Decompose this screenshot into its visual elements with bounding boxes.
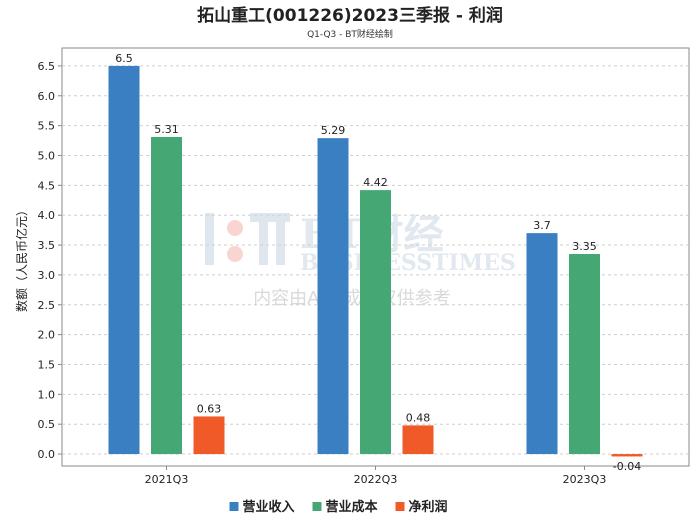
watermark-note: 内容由AI生成，仅供参考 bbox=[253, 288, 451, 309]
y-tick-label: 0.5 bbox=[38, 418, 56, 431]
x-axis-categories: 2021Q3 2022Q3 2023Q3 bbox=[145, 466, 607, 486]
bar bbox=[360, 190, 391, 455]
y-tick-label: 2.0 bbox=[38, 329, 56, 342]
bar bbox=[151, 136, 182, 455]
y-axis-label: 数额（人民币亿元） bbox=[14, 204, 29, 312]
bar bbox=[611, 454, 643, 457]
legend-swatch bbox=[229, 502, 239, 511]
y-tick-label: 4.0 bbox=[38, 209, 56, 222]
x-tick-label: 2023Q3 bbox=[563, 473, 607, 486]
legend-swatch bbox=[395, 502, 405, 511]
x-tick-label: 2022Q3 bbox=[354, 473, 398, 486]
legend-label: 营业收入 bbox=[243, 499, 295, 515]
y-tick-label: 3.5 bbox=[38, 239, 56, 252]
legend-swatch bbox=[312, 502, 322, 511]
bar bbox=[402, 425, 434, 455]
watermark-logo-icon bbox=[205, 213, 290, 265]
bar bbox=[569, 254, 600, 455]
bar bbox=[526, 233, 558, 455]
chart-subtitle: Q1-Q3 - BT财经绘制 bbox=[307, 28, 393, 40]
data-labels: 6.5 5.31 0.63 5.29 4.42 0.48 3.7 3.35 -0.04 bbox=[115, 52, 641, 473]
y-tick-label: 1.5 bbox=[38, 358, 56, 371]
data-label: 3.35 bbox=[572, 240, 597, 253]
bar bbox=[108, 65, 140, 455]
data-label: 3.7 bbox=[533, 219, 551, 232]
y-tick-label: 5.0 bbox=[38, 149, 56, 162]
y-tick-label: 1.0 bbox=[38, 388, 56, 401]
y-tick-label: 2.5 bbox=[38, 299, 56, 312]
bar bbox=[317, 138, 349, 455]
data-label: 4.42 bbox=[363, 176, 388, 189]
data-label: 0.63 bbox=[197, 402, 222, 415]
y-axis-ticks: 0.0 0.5 1.0 1.5 2.0 2.5 3.0 3.5 4.0 4.5 5.0 5.5 6.0 6… bbox=[38, 60, 62, 461]
x-tick-label: 2021Q3 bbox=[145, 473, 189, 486]
y-tick-label: 6.0 bbox=[38, 90, 56, 103]
legend-label: 净利润 bbox=[409, 499, 448, 515]
y-tick-label: 5.5 bbox=[38, 120, 56, 133]
data-label: 0.48 bbox=[406, 411, 431, 424]
chart-title: 拓山重工(001226)2023三季报 - 利润 bbox=[197, 5, 503, 26]
data-label: 5.31 bbox=[154, 123, 179, 136]
y-tick-label: 0.0 bbox=[38, 448, 56, 461]
data-label: -0.04 bbox=[613, 460, 641, 473]
y-tick-label: 6.5 bbox=[38, 60, 56, 73]
bars bbox=[108, 65, 643, 457]
data-label: 6.5 bbox=[115, 52, 133, 65]
legend: 营业收入 营业成本 净利润 bbox=[229, 499, 448, 515]
bar bbox=[193, 416, 225, 455]
legend-label: 营业成本 bbox=[326, 499, 378, 515]
y-tick-label: 3.0 bbox=[38, 269, 56, 282]
y-tick-label: 4.5 bbox=[38, 179, 56, 192]
data-label: 5.29 bbox=[321, 124, 346, 137]
